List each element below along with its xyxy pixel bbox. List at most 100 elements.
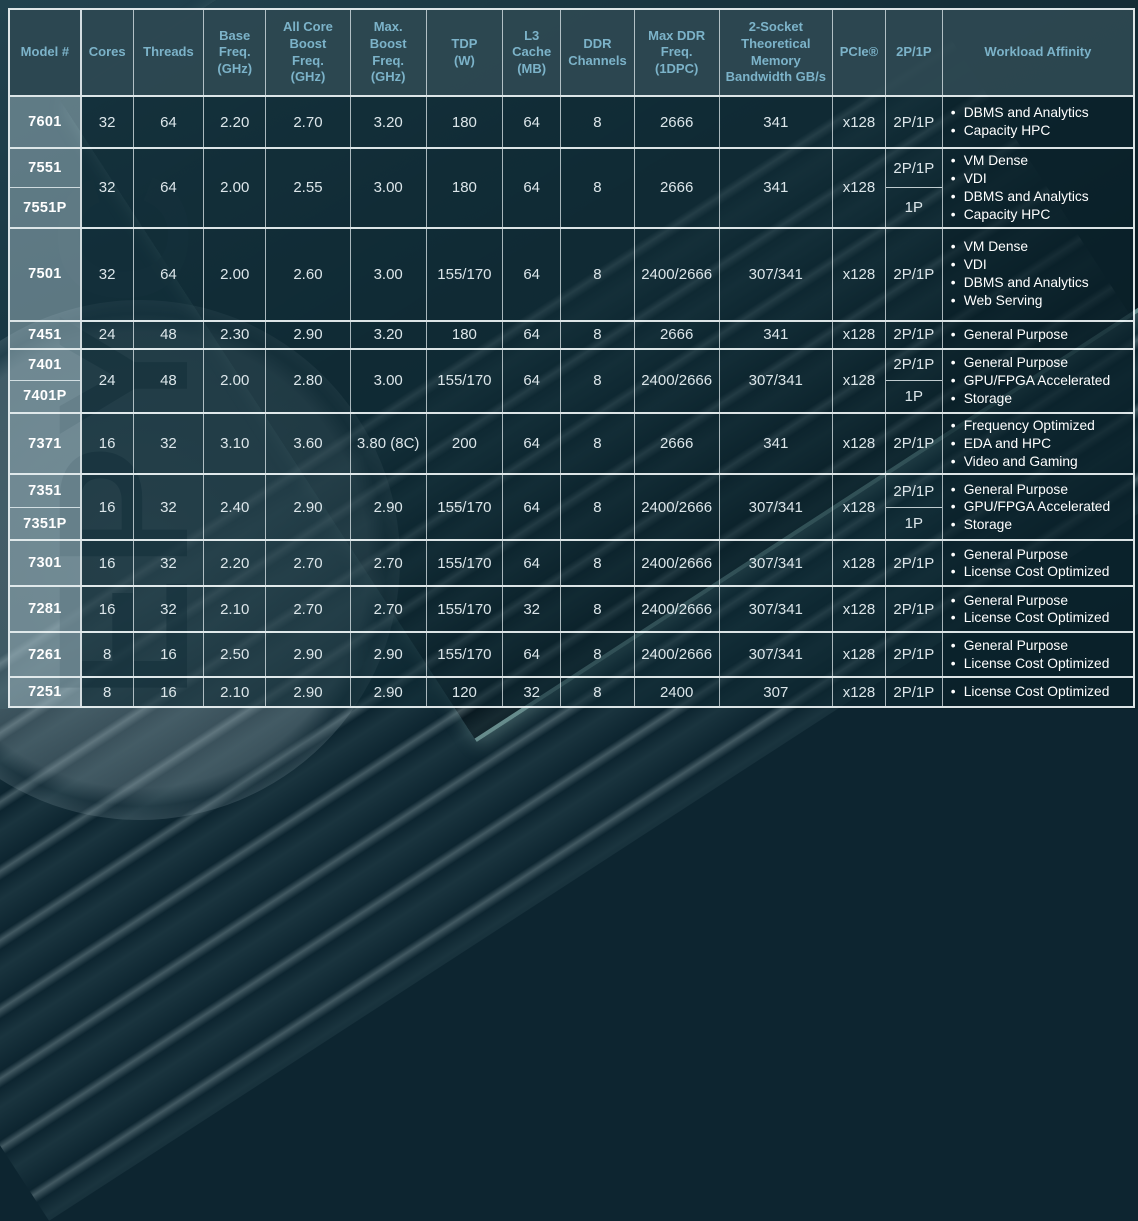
model-cell-7261: 7261 bbox=[28, 646, 62, 663]
cell-ddr_channels: 8 bbox=[560, 321, 634, 348]
header-cell-cores: Cores bbox=[79, 10, 133, 95]
socket-cell: 1P bbox=[885, 187, 942, 226]
cell-base_freq: 2.10 bbox=[203, 678, 266, 707]
bullet-icon: • bbox=[950, 188, 956, 204]
cell-all_core_boost: 2.90 bbox=[265, 678, 350, 707]
workload-affinity-cell: • General Purpose • GPU/FPGA Accelerated • St… bbox=[941, 349, 1133, 412]
cell-ddr_channels: 8 bbox=[560, 633, 634, 677]
workload-label: DBMS and Analytics bbox=[963, 275, 1089, 291]
workload-label: Storage bbox=[963, 517, 1013, 533]
workload-label: VM Dense bbox=[963, 239, 1029, 255]
header-cell-max_boost: Max. Boost Freq. (GHz) bbox=[349, 10, 426, 95]
workload-list: • General Purpose bbox=[951, 326, 1127, 344]
workload-list: • DBMS and Analytics • Capacity HPC bbox=[951, 104, 1127, 140]
cell-l3_cache: 64 bbox=[502, 413, 561, 474]
workload-label: General Purpose bbox=[963, 592, 1068, 608]
sockets-column: 2P/1P bbox=[884, 97, 942, 147]
cell-memory_bandwidth: 307 bbox=[718, 678, 833, 707]
model-cell-7601: 7601 bbox=[28, 114, 62, 130]
cell-ddr_channels: 8 bbox=[560, 97, 634, 147]
workload-label: DBMS and Analytics bbox=[963, 188, 1089, 204]
model-column: 7601 bbox=[10, 97, 80, 147]
workload-label: License Cost Optimized bbox=[963, 564, 1110, 580]
bullet-icon: • bbox=[950, 435, 956, 451]
cell-max_boost: 3.00 bbox=[349, 349, 426, 412]
cell-max_boost: 3.00 bbox=[349, 149, 426, 227]
bullet-icon: • bbox=[950, 610, 956, 626]
table-row-7451: 7451 24 48 2.30 2.90 3.20 180 64 8 2666 341 x128 2P/… bbox=[10, 319, 1133, 348]
workload-item: • DBMS and Analytics bbox=[951, 188, 1127, 206]
cell-cores: 8 bbox=[79, 678, 133, 707]
cell-max_boost: 2.70 bbox=[349, 587, 426, 632]
workload-affinity-cell: • License Cost Optimized bbox=[941, 678, 1133, 707]
cell-l3_cache: 64 bbox=[502, 149, 561, 227]
cell-tdp: 180 bbox=[425, 149, 503, 227]
socket-cell: 2P/1P bbox=[893, 356, 935, 374]
workload-label: License Cost Optimized bbox=[963, 610, 1110, 626]
workload-label: Capacity HPC bbox=[963, 206, 1051, 222]
cell-base_freq: 2.30 bbox=[203, 321, 266, 348]
workload-label: General Purpose bbox=[963, 546, 1068, 562]
cell-memory_bandwidth: 341 bbox=[718, 97, 833, 147]
cell-ddr_channels: 8 bbox=[560, 475, 634, 540]
cell-base_freq: 2.20 bbox=[203, 541, 266, 586]
cell-max_boost: 2.90 bbox=[349, 475, 426, 540]
cell-cores: 32 bbox=[79, 228, 133, 320]
bullet-icon: • bbox=[950, 239, 956, 255]
cell-max_ddr_freq: 2400/2666 bbox=[633, 633, 719, 677]
workload-item: • Capacity HPC bbox=[951, 206, 1127, 224]
sockets-column: 2P/1P bbox=[884, 587, 942, 632]
cell-memory_bandwidth: 341 bbox=[718, 149, 833, 227]
cell-all_core_boost: 2.70 bbox=[265, 587, 350, 632]
cell-base_freq: 2.00 bbox=[203, 149, 266, 227]
header-cell-model: Model # bbox=[10, 10, 80, 95]
workload-item: • GPU/FPGA Accelerated bbox=[951, 372, 1127, 390]
cell-cores: 16 bbox=[79, 475, 133, 540]
cell-tdp: 155/170 bbox=[425, 587, 503, 632]
header-cell-workload: Workload Affinity bbox=[941, 10, 1134, 95]
cell-tdp: 155/170 bbox=[425, 228, 503, 320]
bullet-icon: • bbox=[950, 275, 956, 291]
bullet-icon: • bbox=[950, 293, 956, 309]
header-cell-base_freq: Base Freq. (GHz) bbox=[203, 10, 266, 95]
header-cell-pcie: PCIe® bbox=[832, 10, 885, 95]
cell-pcie: x128 bbox=[832, 633, 885, 677]
workload-label: DBMS and Analytics bbox=[963, 105, 1089, 121]
cell-pcie: x128 bbox=[832, 97, 885, 147]
cell-cores: 24 bbox=[79, 321, 133, 348]
workload-label: EDA and HPC bbox=[963, 435, 1052, 451]
sockets-column: 2P/1P bbox=[884, 228, 942, 320]
model-cell-7401: 7401 bbox=[28, 356, 62, 373]
cell-pcie: x128 bbox=[832, 587, 885, 632]
bullet-icon: • bbox=[950, 564, 956, 580]
cell-all_core_boost: 2.70 bbox=[265, 541, 350, 586]
socket-cell: 2P/1P bbox=[893, 600, 935, 618]
cell-base_freq: 2.00 bbox=[203, 228, 266, 320]
workload-label: General Purpose bbox=[963, 481, 1068, 497]
cell-tdp: 155/170 bbox=[425, 633, 503, 677]
workload-label: License Cost Optimized bbox=[963, 655, 1110, 671]
cell-base_freq: 3.10 bbox=[203, 413, 266, 474]
workload-item: • Frequency Optimized bbox=[951, 417, 1127, 435]
cell-max_boost: 2.90 bbox=[349, 678, 426, 707]
table-header-row: Model # Cores Threads Base Freq. (GHz) All C… bbox=[10, 10, 1134, 95]
bullet-icon: • bbox=[950, 170, 956, 186]
workload-label: General Purpose bbox=[963, 354, 1068, 370]
model-cell-7301: 7301 bbox=[28, 555, 62, 572]
table-row-7261: 7261 8 16 2.50 2.90 2.90 155/170 64 8 2400/2666 30… bbox=[10, 631, 1133, 677]
workload-item: • VDI bbox=[951, 256, 1127, 274]
socket-cell: 1P bbox=[885, 380, 942, 412]
workload-item: • DBMS and Analytics bbox=[951, 104, 1127, 122]
workload-label: Video and Gaming bbox=[963, 453, 1078, 469]
cell-ddr_channels: 8 bbox=[560, 149, 634, 227]
cell-memory_bandwidth: 307/341 bbox=[718, 349, 833, 412]
workload-list: • General Purpose • License Cost Optimized bbox=[951, 546, 1127, 582]
table-row-7371: 7371 16 32 3.10 3.60 3.80 (8C) 200 64 8 2666 341 x1… bbox=[10, 411, 1133, 474]
cell-max_ddr_freq: 2400/2666 bbox=[633, 349, 719, 412]
cell-max_ddr_freq: 2666 bbox=[633, 321, 719, 348]
cell-l3_cache: 64 bbox=[502, 541, 561, 586]
socket-cell: 2P/1P bbox=[893, 646, 935, 664]
cell-l3_cache: 64 bbox=[502, 228, 561, 320]
cell-pcie: x128 bbox=[832, 228, 885, 320]
cell-pcie: x128 bbox=[832, 149, 885, 227]
